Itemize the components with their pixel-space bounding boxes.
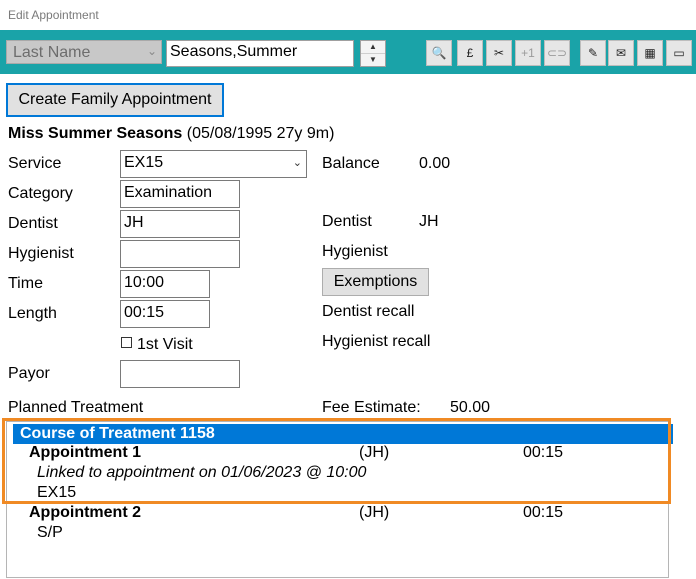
appointment-1-link-note: Linked to appointment on 01/06/2023 @ 10… (37, 464, 367, 481)
balance-value: 0.00 (419, 155, 451, 172)
link-icon: ⊂⊃ (546, 46, 568, 60)
appointment-2-title[interactable]: Appointment 2 (29, 504, 141, 521)
planned-treatment-label: Planned Treatment (8, 399, 144, 416)
length-label: Length (8, 305, 57, 322)
appointment-1-length: 00:15 (523, 444, 564, 461)
treatment-list[interactable]: Course of Treatment 1158 Appointment 1 (… (6, 421, 673, 578)
first-visit-checkbox[interactable] (121, 337, 132, 348)
pound-icon: £ (466, 46, 474, 60)
letter-button[interactable]: ✉ (608, 40, 634, 66)
calendar-button[interactable]: ▦ (637, 40, 663, 66)
appointment-2-items: S/P (37, 524, 63, 541)
appointment-2-clinician: (JH) (359, 504, 390, 521)
appointment-2-length: 00:15 (523, 504, 564, 521)
summary-dentist-label: Dentist (322, 213, 372, 230)
card-button[interactable]: ▭ (666, 40, 692, 66)
fee-estimate-label: Fee Estimate: (322, 399, 421, 416)
dentist-recall-label: Dentist recall (322, 303, 415, 320)
calendar-icon: ▦ (644, 46, 656, 60)
time-label: Time (8, 275, 43, 292)
appointment-1-clinician: (JH) (359, 444, 390, 461)
exemptions-button[interactable]: Exemptions (322, 268, 429, 296)
hygienist-field[interactable] (120, 240, 240, 268)
payor-field[interactable] (120, 360, 240, 388)
dentist-label: Dentist (8, 215, 58, 232)
plus-one-button[interactable]: +1 (515, 40, 541, 66)
patient-search-input[interactable]: Seasons,Summer (166, 40, 354, 67)
spinner-up-icon[interactable]: ▲ (361, 41, 385, 54)
patient-dob: (05/08/1995 27y 9m) (186, 125, 335, 142)
length-field[interactable]: 00:15 (120, 300, 210, 328)
appointment-1-title[interactable]: Appointment 1 (29, 444, 141, 461)
category-field[interactable]: Examination (120, 180, 240, 208)
summary-dentist-value: JH (419, 213, 439, 230)
pen-icon: ✎ (587, 46, 599, 60)
hygienist-recall-label: Hygienist recall (322, 333, 431, 350)
fee-estimate-value: 50.00 (450, 399, 491, 416)
category-label: Category (8, 185, 73, 202)
balance-label: Balance (322, 155, 380, 172)
time-field[interactable]: 10:00 (120, 270, 210, 298)
link-button[interactable]: ⊂⊃ (544, 40, 570, 66)
envelope-icon: ✉ (615, 46, 627, 60)
edit-button[interactable]: ✎ (580, 40, 606, 66)
search-type-select[interactable]: Last Name ⌄ (6, 40, 162, 64)
service-select[interactable]: EX15 ⌄ (120, 150, 307, 178)
title-bar: Edit Appointment (0, 0, 696, 30)
patient-header: Miss Summer Seasons (05/08/1995 27y 9m) (8, 125, 334, 143)
service-label: Service (8, 155, 62, 172)
search-type-value: Last Name (13, 44, 91, 61)
chevron-down-icon: ⌄ (146, 44, 157, 58)
cut-button[interactable]: ✂ (486, 40, 512, 66)
search-icon: 🔍 (431, 46, 447, 60)
appointment-1-items: EX15 (37, 484, 77, 501)
service-value: EX15 (124, 154, 164, 171)
patient-name: Miss Summer Seasons (8, 125, 183, 142)
chevron-down-icon: ⌄ (292, 157, 302, 169)
scissors-icon: ✂ (493, 46, 505, 60)
course-of-treatment-row[interactable]: Course of Treatment 1158 (13, 424, 673, 444)
payor-label: Payor (8, 365, 50, 382)
search-button[interactable]: 🔍 (426, 40, 452, 66)
summary-hygienist-label: Hygienist (322, 243, 388, 260)
course-title: Course of Treatment 1158 (20, 425, 215, 442)
spinner-down-icon[interactable]: ▼ (369, 55, 377, 64)
fee-button[interactable]: £ (457, 40, 483, 66)
hygienist-label: Hygienist (8, 245, 74, 262)
appointment-form: Create Family Appointment Miss Summer Se… (0, 74, 696, 579)
search-toolbar: Last Name ⌄ Seasons,Summer ▲ ▼ 🔍 £ ✂ +1 … (0, 30, 696, 74)
window-title: Edit Appointment (8, 8, 99, 22)
card-icon: ▭ (673, 46, 685, 60)
plus-one-icon: +1 (521, 46, 535, 60)
highlight-box (2, 418, 671, 504)
search-spinner[interactable]: ▲ ▼ (360, 40, 386, 67)
first-visit-label: 1st Visit (137, 336, 193, 353)
create-family-appointment-button[interactable]: Create Family Appointment (6, 83, 224, 117)
dentist-field[interactable]: JH (120, 210, 240, 238)
